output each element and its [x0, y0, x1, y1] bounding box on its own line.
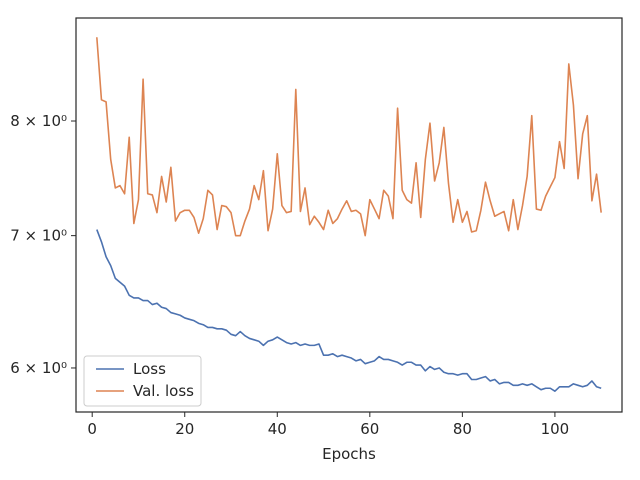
series-line-val-loss — [96, 37, 602, 237]
x-axis-ticks: 0 20 40 60 80 100 — [87, 412, 569, 438]
x-tick-label: 40 — [268, 420, 287, 438]
x-tick-label: 80 — [453, 420, 472, 438]
x-tick-label: 0 — [87, 420, 97, 438]
legend-label-loss: Loss — [133, 360, 166, 378]
y-tick-label: 7 × 10⁰ — [10, 227, 67, 245]
y-tick-label: 6 × 10⁰ — [10, 359, 67, 377]
y-tick-label: 8 × 10⁰ — [10, 112, 67, 130]
x-tick-label: 100 — [541, 420, 570, 438]
y-axis-ticks: 6 × 10⁰ 7 × 10⁰ 8 × 10⁰ — [10, 112, 76, 377]
legend: Loss Val. loss — [83, 355, 202, 407]
legend-label-val-loss: Val. loss — [133, 382, 194, 400]
x-axis-label: Epochs — [322, 445, 376, 463]
series-line-loss — [96, 229, 602, 392]
series-lines — [96, 37, 602, 392]
x-tick-label: 20 — [175, 420, 194, 438]
plot-area — [75, 17, 623, 413]
x-tick-label: 60 — [360, 420, 379, 438]
